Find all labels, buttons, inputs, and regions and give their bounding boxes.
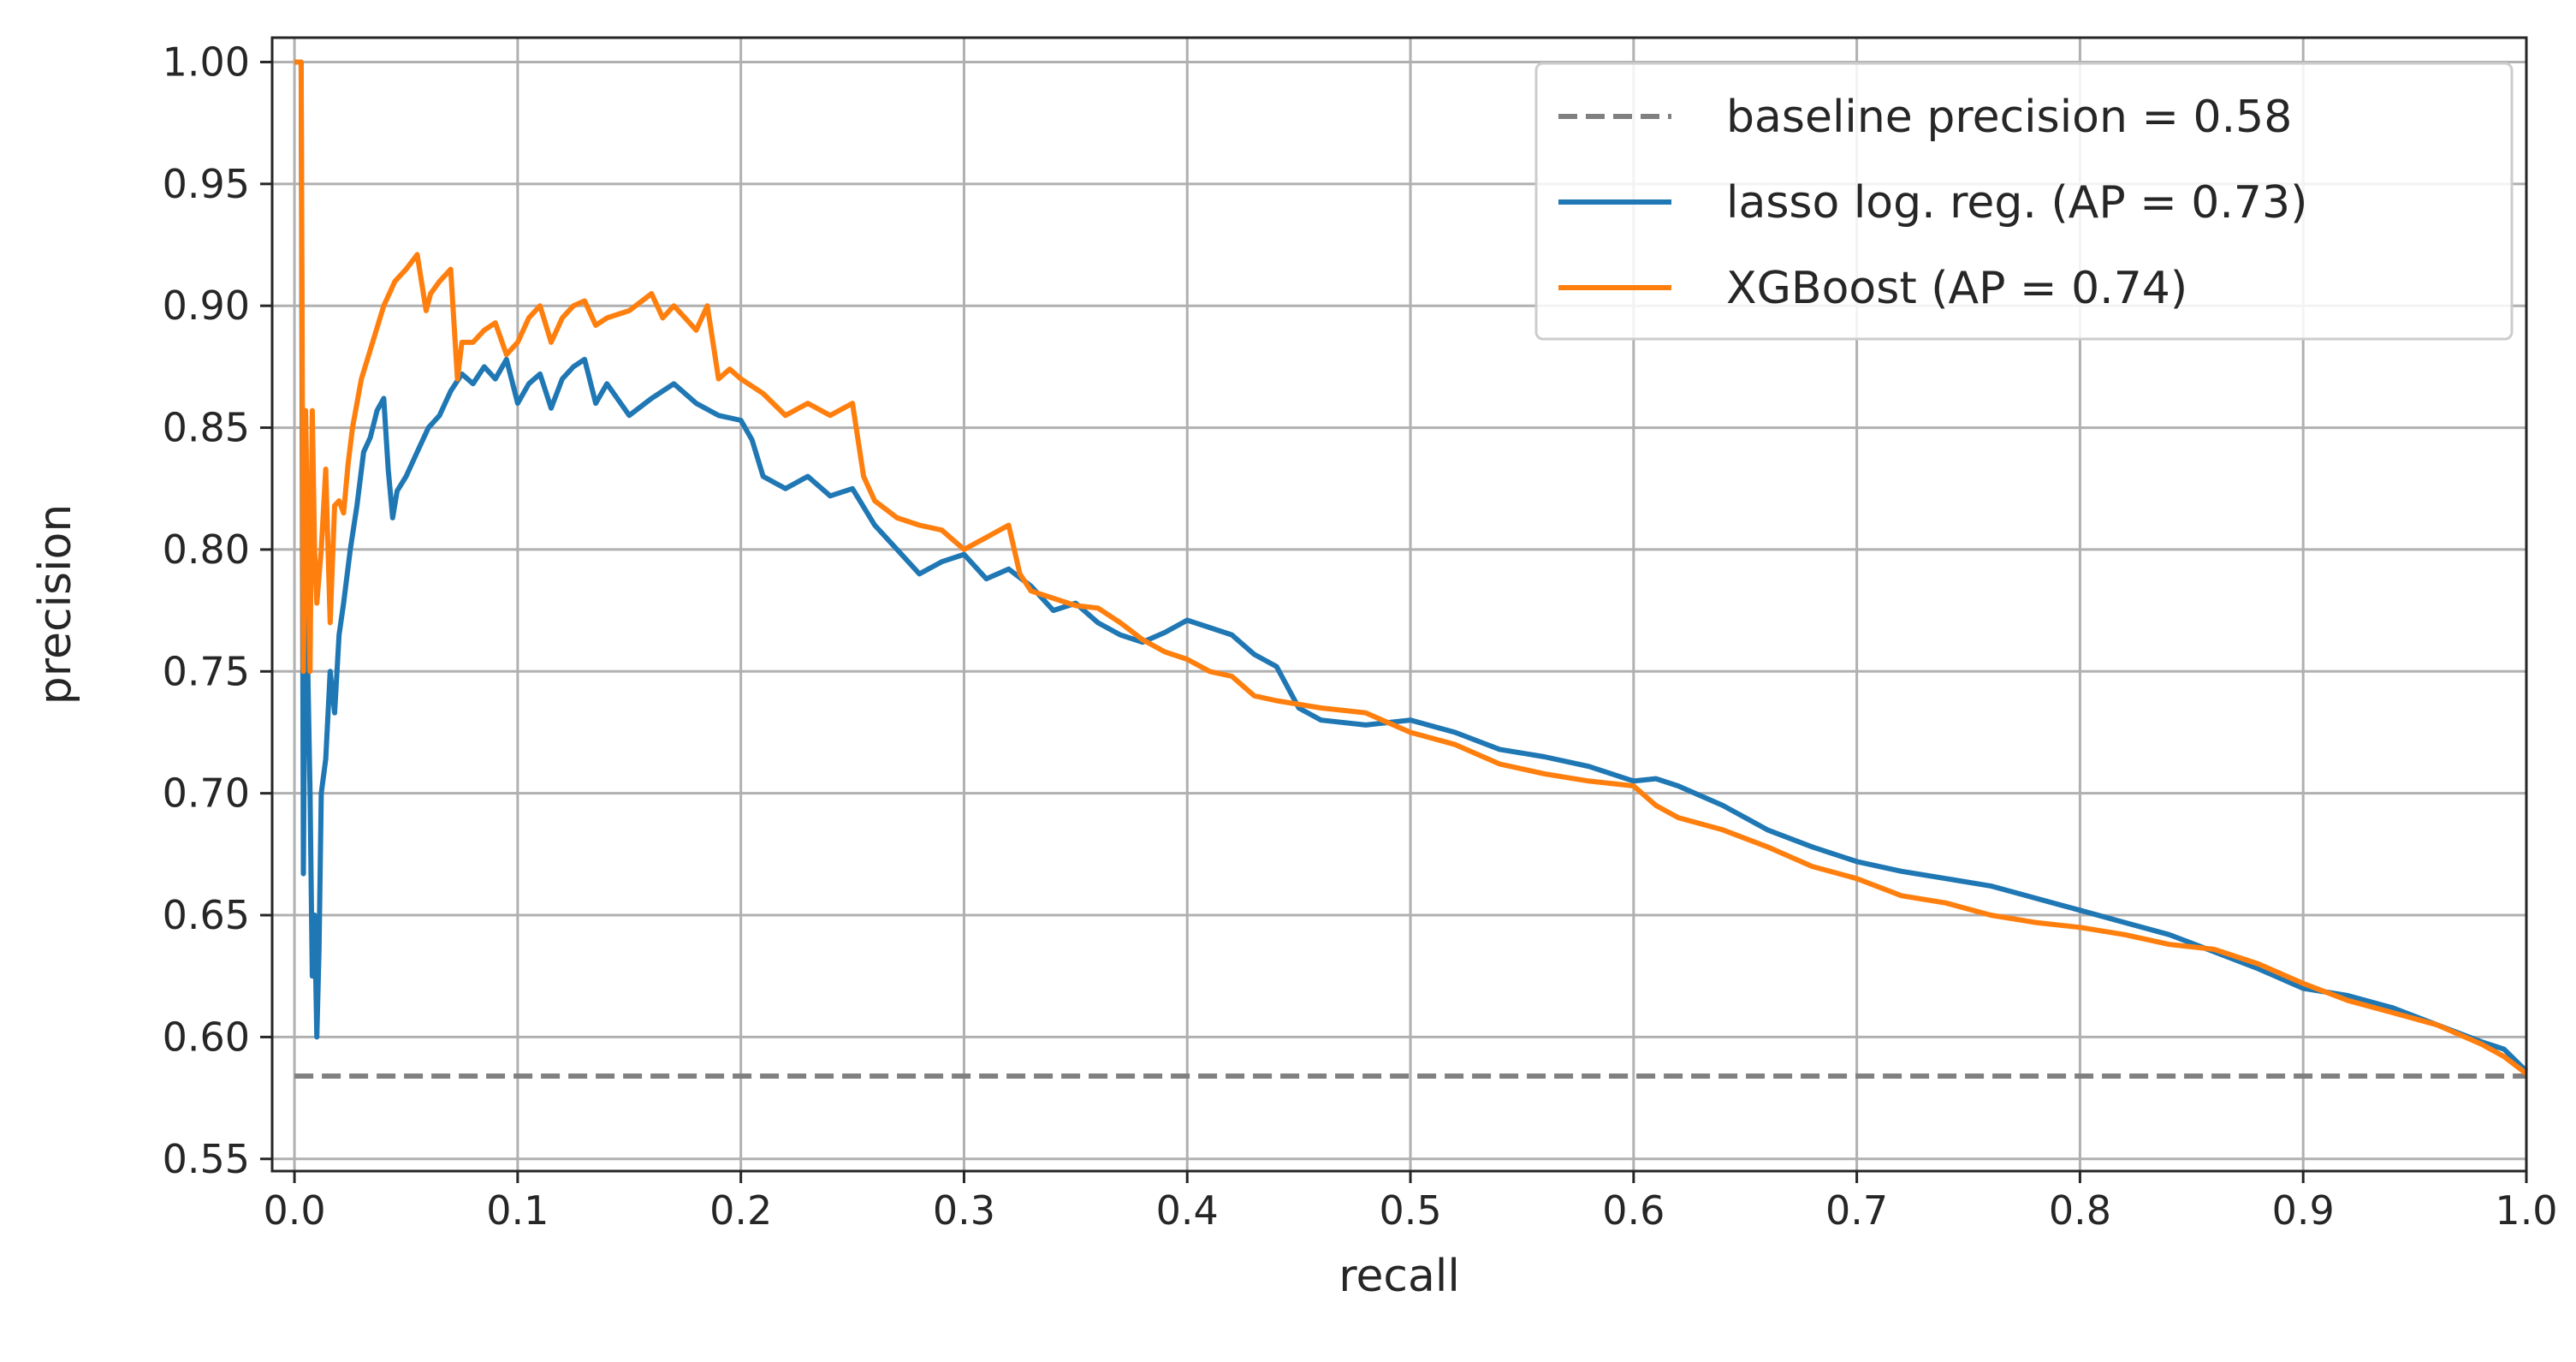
x-tick-label: 0.5: [1379, 1187, 1441, 1234]
y-tick-label: 0.90: [163, 283, 250, 329]
x-tick-label: 0.8: [2049, 1187, 2111, 1234]
x-tick-label: 0.1: [486, 1187, 549, 1234]
legend-label: baseline precision = 0.58: [1726, 92, 2292, 143]
x-tick-label: 0.0: [264, 1187, 326, 1234]
x-tick-label: 0.6: [1602, 1187, 1665, 1234]
y-tick-label: 0.80: [163, 526, 250, 573]
legend: baseline precision = 0.58 lasso log. reg.…: [1534, 62, 2514, 341]
plot-frame: [270, 36, 2528, 1173]
x-tick-label: 0.2: [709, 1187, 772, 1234]
y-tick-label: 0.70: [163, 770, 250, 817]
y-tick-label: 0.95: [163, 161, 250, 207]
x-tick-label: 1.0: [2495, 1187, 2557, 1234]
y-tick-label: 0.75: [163, 648, 250, 694]
y-tick-label: 0.85: [163, 405, 250, 451]
x-tick-label: 0.7: [1825, 1187, 1888, 1234]
plot-lines: [294, 59, 2529, 1079]
legend-label: XGBoost (AP = 0.74): [1726, 263, 2187, 314]
x-tick-label: 0.3: [933, 1187, 995, 1234]
x-axis-label: recall: [1338, 1251, 1460, 1302]
legend-label: lasso log. reg. (AP = 0.73): [1726, 177, 2307, 229]
series-line-1: [294, 59, 2529, 1074]
y-axis-label: precision: [30, 504, 81, 705]
y-tick-label: 0.60: [163, 1014, 250, 1060]
axis-ticks: 0.0 0.1 0.2 0.3 0.4 0.5 0.6 0.7 0.8 0.9 1.0 0.55 0.6…: [163, 39, 2558, 1234]
legend-box: [1534, 62, 2514, 341]
y-tick-label: 0.55: [163, 1136, 250, 1182]
x-tick-label: 0.4: [1156, 1187, 1219, 1234]
y-tick-label: 0.65: [163, 892, 250, 938]
y-tick-label: 1.00: [163, 39, 250, 85]
series-line-2: [294, 59, 2528, 1076]
x-tick-label: 0.9: [2272, 1187, 2335, 1234]
